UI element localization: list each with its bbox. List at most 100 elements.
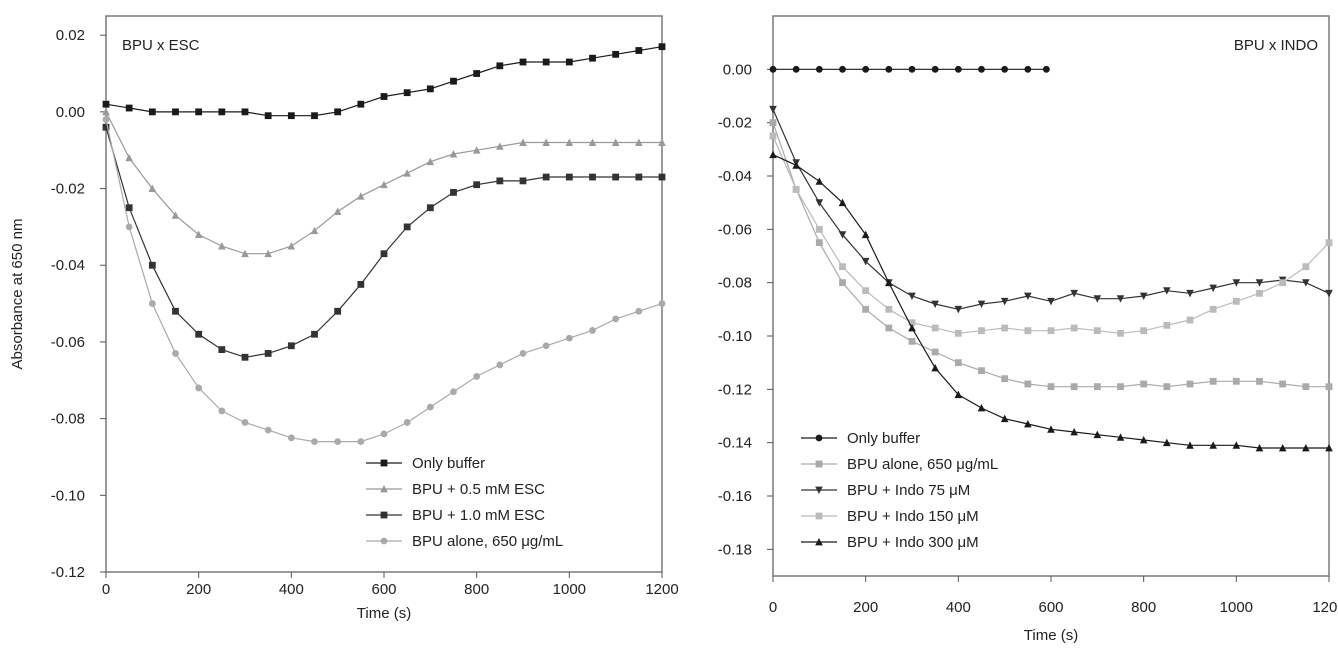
data-point xyxy=(908,319,916,327)
data-point xyxy=(1232,297,1240,305)
y-tick-label: -0.10 xyxy=(718,328,752,345)
data-point xyxy=(1093,295,1102,303)
series-1 xyxy=(102,107,666,258)
x-tick-label: 200 xyxy=(186,581,211,598)
data-point xyxy=(839,263,846,271)
data-point xyxy=(1001,375,1009,383)
data-point xyxy=(954,390,963,399)
data-point xyxy=(148,300,156,307)
data-point xyxy=(1139,292,1148,300)
data-point xyxy=(519,58,527,66)
legend-marker xyxy=(815,538,823,546)
y-axis-label: Absorbance at 650 nm xyxy=(9,219,26,370)
data-point xyxy=(380,250,388,258)
legend-item: BPU alone, 650 μg/mL xyxy=(366,533,563,550)
data-point xyxy=(496,177,504,185)
chart-panel-esc: 0 200 400 600 800 1000 1200 0.02 0.00 -0.02 -0.04 -… xyxy=(9,15,679,622)
data-point xyxy=(612,50,620,58)
data-point xyxy=(769,105,777,114)
data-point xyxy=(357,100,365,108)
data-point xyxy=(334,438,342,446)
legend-marker xyxy=(380,537,388,545)
data-point xyxy=(426,204,434,212)
data-point xyxy=(241,419,249,426)
data-point xyxy=(1209,441,1217,449)
data-point xyxy=(885,324,893,332)
data-point xyxy=(380,180,388,189)
data-point xyxy=(1302,263,1310,271)
legend-item: Only buffer xyxy=(801,430,920,447)
data-point xyxy=(978,327,985,335)
y-tick-label: 0.00 xyxy=(56,104,85,121)
data-point xyxy=(1325,289,1333,298)
data-point xyxy=(1117,383,1124,391)
data-point xyxy=(931,65,939,73)
data-point xyxy=(1232,377,1240,385)
legend: Only buffer BPU alone, 650 μg/mL BPU + Ind… xyxy=(801,430,998,551)
legend-marker xyxy=(815,486,823,494)
data-point xyxy=(1093,327,1101,335)
data-point xyxy=(357,192,365,200)
data-point xyxy=(172,108,179,116)
data-point xyxy=(612,315,620,323)
data-point xyxy=(635,138,643,146)
data-point xyxy=(1255,279,1264,287)
data-point xyxy=(861,257,870,266)
y-tick-label: -0.08 xyxy=(51,411,85,428)
data-point xyxy=(1117,329,1124,337)
data-point xyxy=(1256,289,1263,297)
legend-item: BPU alone, 650 μg/mL xyxy=(801,456,998,473)
legend-item: BPU + Indo 75 μM xyxy=(801,482,970,499)
data-point xyxy=(1256,377,1263,385)
data-point xyxy=(635,173,643,181)
data-point xyxy=(102,100,110,108)
data-point xyxy=(1186,316,1194,324)
data-point xyxy=(861,230,870,239)
y-tick-label: -0.14 xyxy=(718,435,752,452)
legend-marker xyxy=(815,434,823,442)
x-tick-label: 400 xyxy=(279,581,304,598)
legend-label: BPU + Indo 300 μM xyxy=(847,534,979,551)
data-point xyxy=(1163,438,1171,447)
data-point xyxy=(1042,65,1050,73)
data-point xyxy=(1302,279,1310,287)
x-tick-label: 1200 xyxy=(645,581,678,598)
data-point xyxy=(565,138,574,146)
x-tick-label: 0 xyxy=(102,581,110,598)
data-point xyxy=(357,438,365,446)
panel-annotation: BPU x INDO xyxy=(1234,37,1318,54)
data-point xyxy=(1255,444,1264,452)
data-point xyxy=(450,388,457,396)
data-point xyxy=(287,112,295,120)
data-point xyxy=(148,108,156,116)
data-point xyxy=(125,223,133,231)
data-point xyxy=(589,173,596,181)
legend-label: BPU + Indo 75 μM xyxy=(847,482,970,499)
data-point xyxy=(978,65,985,73)
data-point xyxy=(310,226,319,235)
data-point xyxy=(519,177,527,185)
x-tick-label: 1000 xyxy=(553,581,586,598)
data-point xyxy=(380,93,388,100)
data-point xyxy=(334,108,342,116)
data-point xyxy=(769,119,777,127)
data-point xyxy=(1302,383,1310,391)
data-point xyxy=(792,161,800,169)
data-point xyxy=(496,62,504,70)
data-point xyxy=(1325,239,1333,247)
data-point xyxy=(908,337,916,345)
data-point xyxy=(403,169,411,177)
x-tick-label: 800 xyxy=(1131,599,1156,616)
data-point xyxy=(1093,430,1102,439)
data-point xyxy=(839,65,846,73)
x-tick-label: 1000 xyxy=(1220,599,1253,616)
legend-marker xyxy=(380,511,388,519)
legend-label: BPU + 0.5 mM ESC xyxy=(412,481,545,498)
data-point xyxy=(194,230,203,238)
data-point xyxy=(1209,377,1217,385)
series-3 xyxy=(769,132,1333,337)
data-point xyxy=(885,305,893,313)
data-point xyxy=(885,65,893,73)
x-tick-label: 0 xyxy=(769,599,777,616)
data-point xyxy=(1024,327,1032,335)
